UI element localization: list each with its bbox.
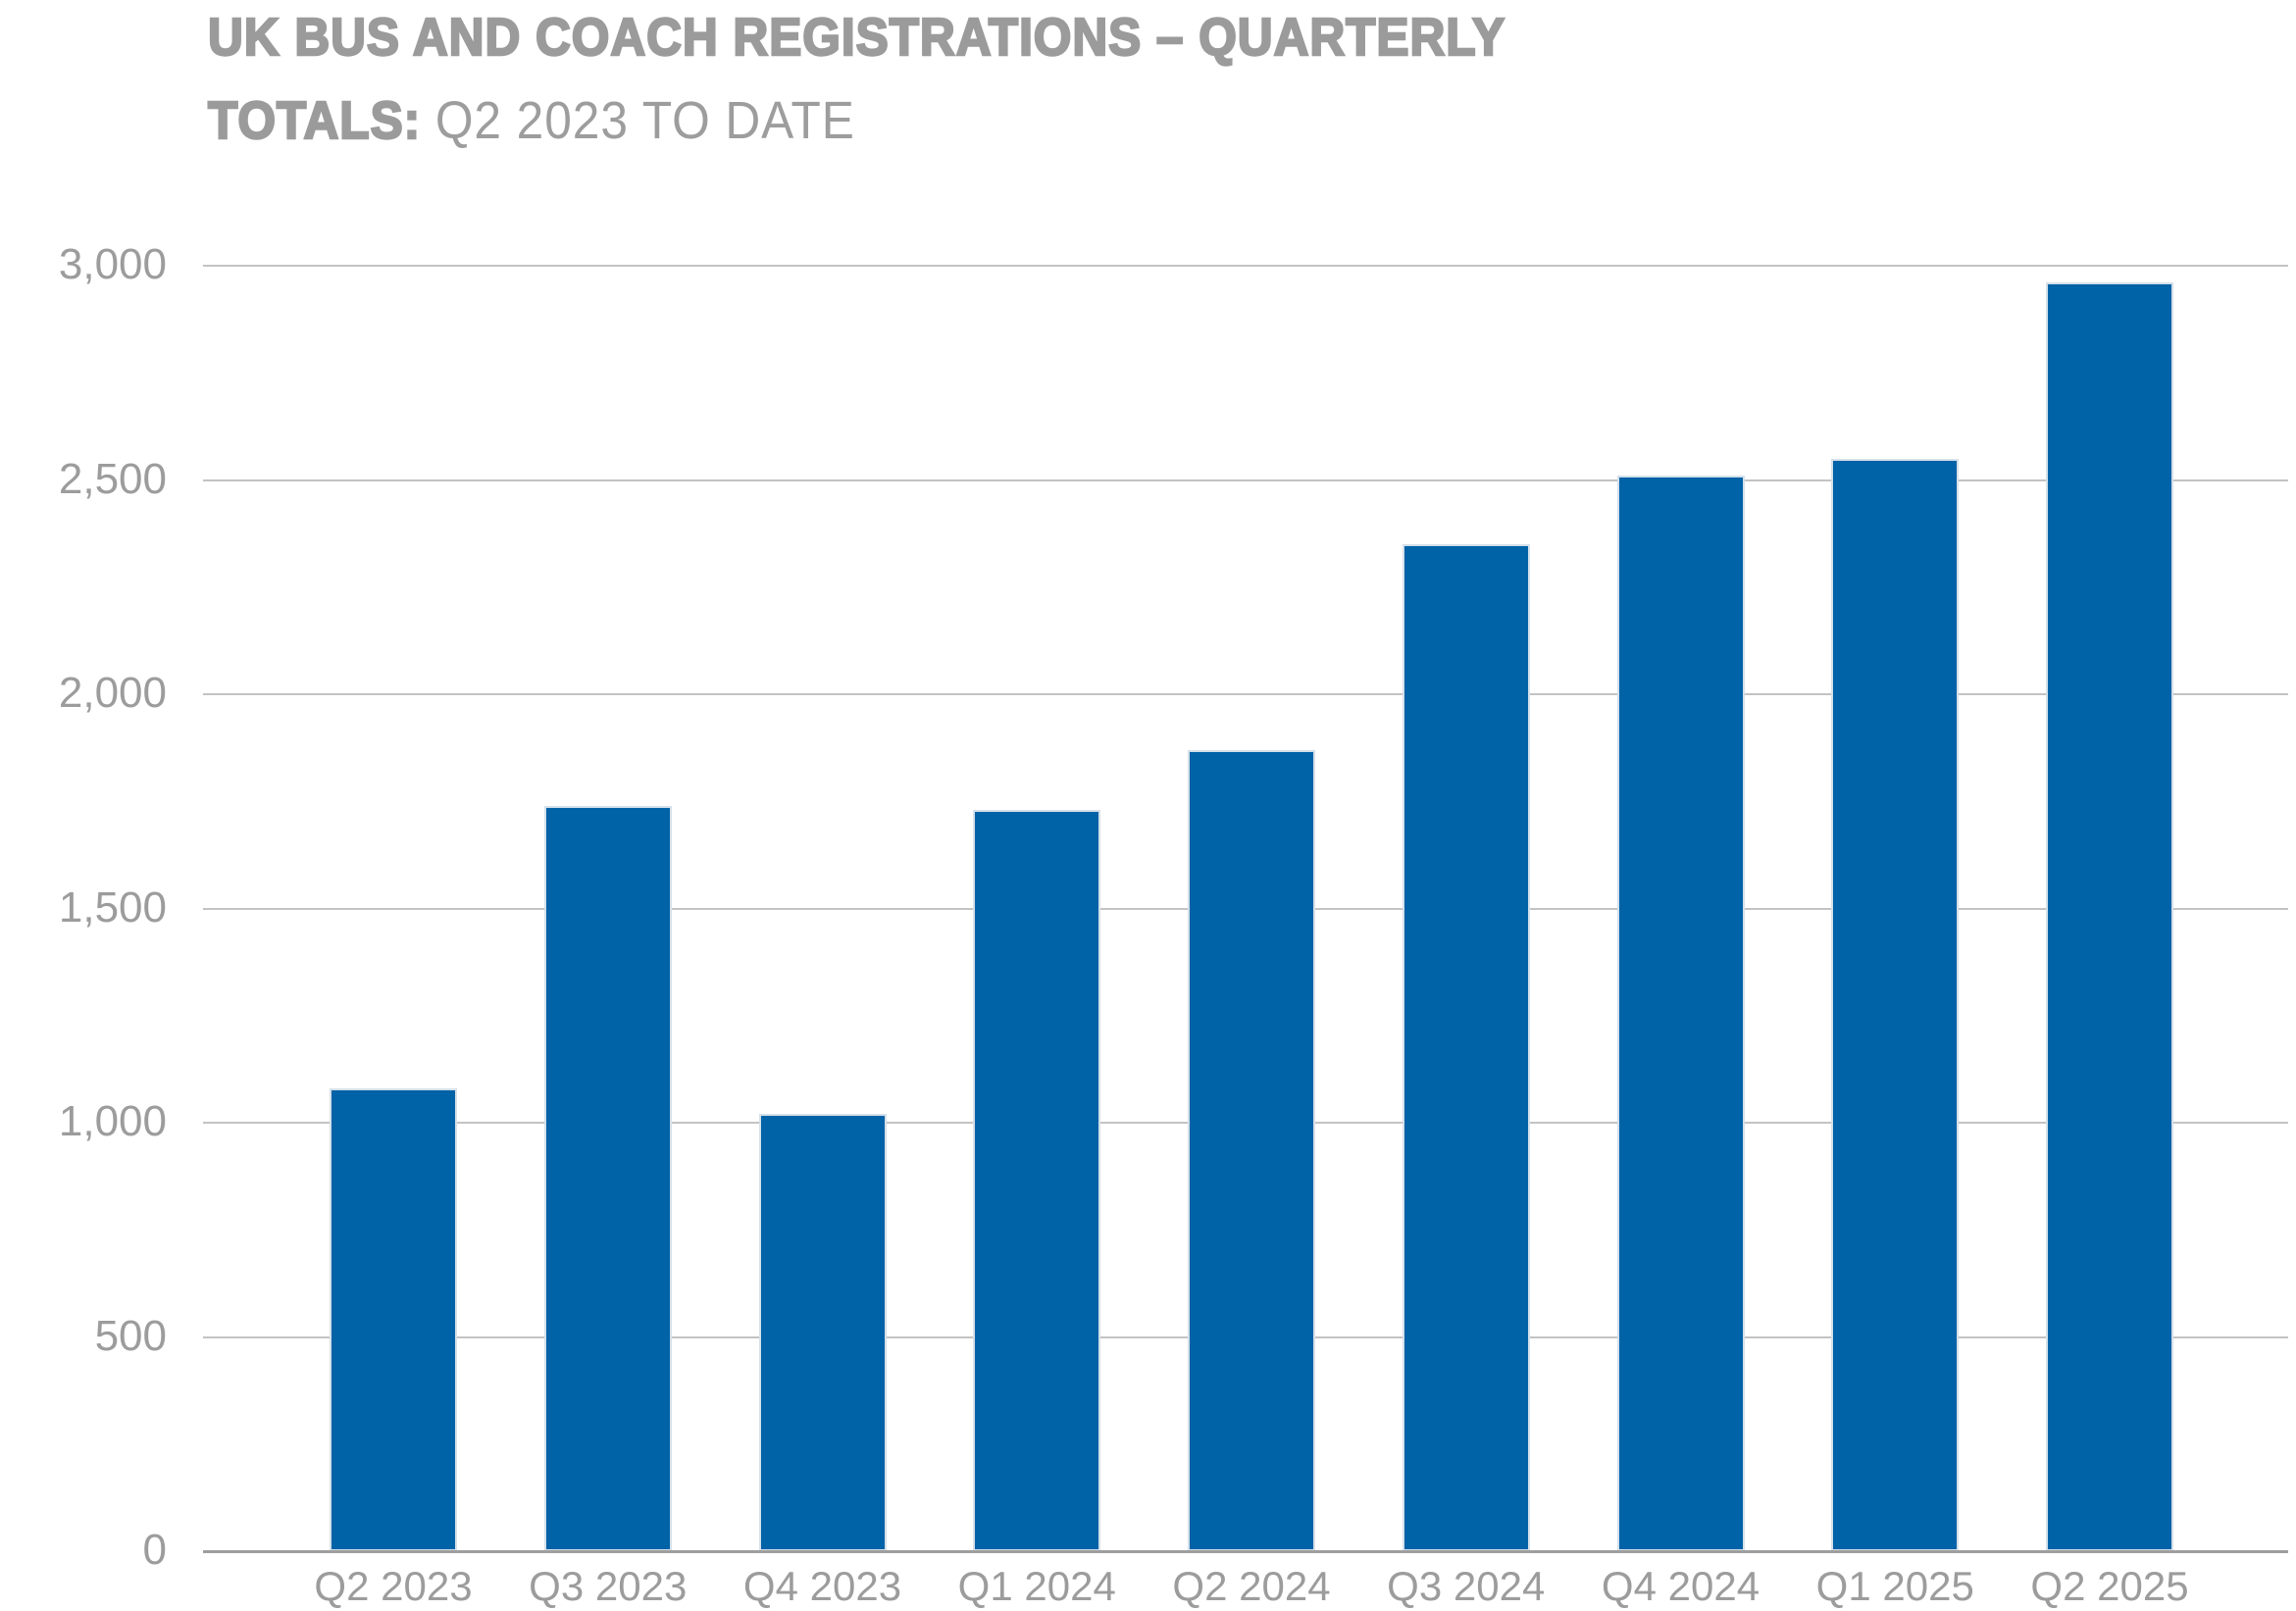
x-axis-label-q1-2024: Q1 2024	[957, 1563, 1116, 1609]
bar-q1-2024	[973, 809, 1101, 1551]
x-axis-label-q4-2024: Q4 2024	[1601, 1563, 1760, 1609]
gridline-3000	[203, 265, 2288, 267]
bar-q2-2025	[2046, 282, 2173, 1551]
x-axis-label-q2-2024: Q2 2024	[1172, 1563, 1331, 1609]
x-axis-baseline	[203, 1550, 2288, 1553]
bar-q1-2025	[1831, 458, 1960, 1551]
bar-q4-2024	[1616, 476, 1745, 1551]
chart-title-line-2: TOTALS: Q2 2023 TO DATE	[207, 79, 1505, 163]
y-axis-tick-label: 500	[94, 1311, 167, 1360]
y-axis-tick-label: 1,500	[58, 882, 167, 931]
chart-title-line-1-text: UK BUS AND COACH REGISTRATIONS – QUARTER…	[207, 7, 1506, 68]
x-axis-label-q2-2023: Q2 2023	[314, 1563, 473, 1609]
chart-title-line-2-bold: TOTALS:	[207, 90, 422, 151]
bar-q3-2023	[543, 805, 672, 1551]
bar-q3-2024	[1402, 544, 1530, 1551]
y-axis-tick-label: 2,000	[58, 669, 167, 717]
chart-title-line-1: UK BUS AND COACH REGISTRATIONS – QUARTER…	[207, 0, 1506, 79]
bar-q2-2023	[330, 1088, 457, 1551]
chart-title-line-2-light: Q2 2023 TO DATE	[434, 91, 855, 150]
y-axis-tick-label: 2,500	[58, 454, 167, 503]
gridline-2500	[203, 478, 2288, 481]
x-axis-label-q3-2023: Q3 2023	[529, 1563, 688, 1609]
bar-q4-2023	[758, 1114, 887, 1551]
y-axis-tick-label: 3,000	[58, 240, 167, 288]
gridline-2000	[203, 693, 2288, 695]
y-axis-tick-label: 1,000	[58, 1097, 167, 1145]
x-axis-label-q3-2024: Q3 2024	[1387, 1563, 1546, 1609]
chart-title: UK BUS AND COACH REGISTRATIONS – QUARTER…	[207, 0, 1506, 163]
y-axis-tick-label: 0	[142, 1526, 167, 1574]
x-axis-label-q1-2025: Q1 2025	[1815, 1563, 1974, 1609]
x-axis-label-q4-2023: Q4 2023	[742, 1563, 902, 1609]
x-axis-label-q2-2025: Q2 2025	[2030, 1563, 2189, 1609]
bar-q2-2024	[1188, 749, 1315, 1551]
